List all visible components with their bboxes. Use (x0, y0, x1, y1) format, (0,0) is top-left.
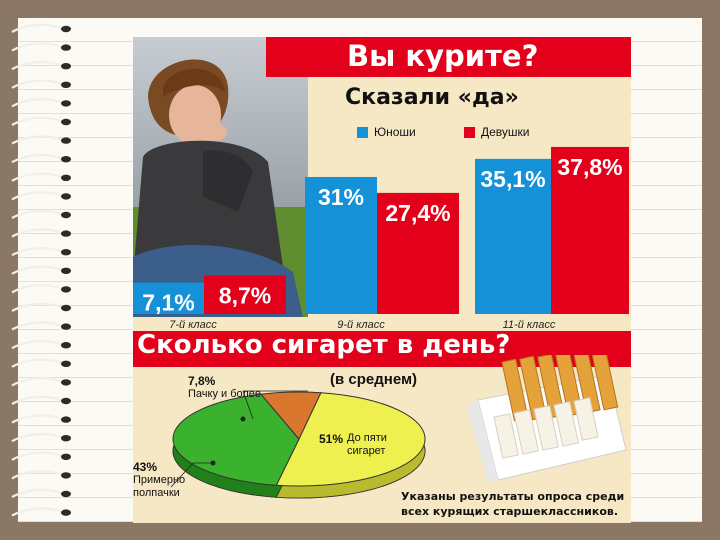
slice-value-pack: 7,8% (188, 374, 216, 388)
pie-slice-half (172, 393, 300, 486)
bar-label-girls-1: 27,4% (385, 200, 450, 226)
spiral-ring (11, 302, 71, 312)
spiral-ring (11, 358, 71, 368)
spiral-ring (11, 432, 71, 443)
pie-label-half: 43% Примерно полпачки (133, 460, 193, 500)
section2-title: Сколько сигарет в день? (137, 330, 511, 360)
legend-label-girls: Девушки (481, 125, 530, 139)
category-label-2: 11-й класс (503, 319, 556, 331)
footnote: Указаны результаты опроса среди всех кур… (401, 490, 625, 518)
bar-boys-1 (305, 176, 377, 314)
pie-slice-five (275, 392, 426, 487)
spiral-ring (11, 488, 71, 498)
spiral-ring (11, 377, 71, 387)
bar-girls-0 (204, 275, 286, 314)
infographic-poster: Вы курите? Сказали «да» Юноши Девушки 7,… (133, 37, 631, 523)
slice-text-half: Примерно полпачки (133, 474, 186, 499)
spiral-ring (11, 395, 71, 405)
spiral-ring (11, 228, 71, 238)
pie-chart (170, 390, 426, 499)
slice-text-pack: Пачку и более (188, 388, 262, 400)
spiral-ring (11, 60, 71, 71)
spiral-ring (11, 321, 71, 331)
pie-subtitle: (в среднем) (330, 371, 418, 388)
bar-label-boys-1: 31% (318, 184, 364, 210)
spiral-ring (11, 451, 71, 461)
bar-label-boys-2: 35,1% (480, 166, 545, 192)
spiral-ring (11, 209, 71, 219)
spiral-ring (11, 98, 71, 108)
bar-label-girls-0: 8,7% (219, 283, 271, 309)
legend-label-boys: Юноши (374, 125, 416, 139)
chart-title: Вы курите? (347, 39, 539, 73)
bar-chart: 7,1% 8,7%7-й класс 31% 27,4% 9-й класс 35,1% 3… (133, 146, 629, 331)
spiral-ring (11, 339, 71, 350)
spiral-ring (11, 79, 71, 89)
pie-label-five: 51% До пяти сигарет (319, 432, 399, 458)
spiral-ring (11, 265, 71, 275)
leader-line-pack (242, 390, 308, 420)
spiral-ring (11, 172, 71, 182)
title-band (266, 37, 631, 77)
spiral-ring (11, 42, 71, 52)
category-label-0: 7-й класс (169, 319, 217, 331)
legend-swatch-boys (357, 127, 368, 138)
spiral-ring (11, 470, 71, 480)
bar-girls-2 (551, 146, 629, 314)
spiral-ring (11, 414, 71, 424)
spiral-ring (11, 116, 71, 126)
category-label-1: 9-й класс (337, 319, 385, 331)
spiral-binding (11, 23, 71, 517)
spiral-ring (11, 246, 71, 257)
spiral-ring (11, 135, 71, 145)
spiral-ring (11, 191, 71, 201)
bar-boys-2 (475, 158, 551, 314)
pie-label-pack: 7,8% Пачку и более (188, 374, 308, 401)
photo-cigarette-pack (466, 355, 627, 483)
slice-text-five: До пяти сигарет (347, 432, 387, 457)
slice-value-half: 43% (133, 460, 158, 474)
spiral-ring (11, 284, 71, 294)
pie-slice-pack (259, 391, 322, 440)
slice-value-five: 51% (319, 432, 344, 446)
bar-boys-0 (133, 282, 204, 314)
legend-swatch-girls (464, 127, 475, 138)
spiral-ring (11, 153, 71, 164)
bar-label-boys-0: 7,1% (142, 290, 194, 316)
chart-subtitle: Сказали «да» (345, 85, 519, 110)
bar-girls-1 (377, 192, 459, 314)
leader-line-half (170, 462, 211, 488)
spiral-ring (11, 23, 71, 33)
spiral-ring (11, 507, 71, 517)
bar-label-girls-2: 37,8% (557, 154, 622, 180)
